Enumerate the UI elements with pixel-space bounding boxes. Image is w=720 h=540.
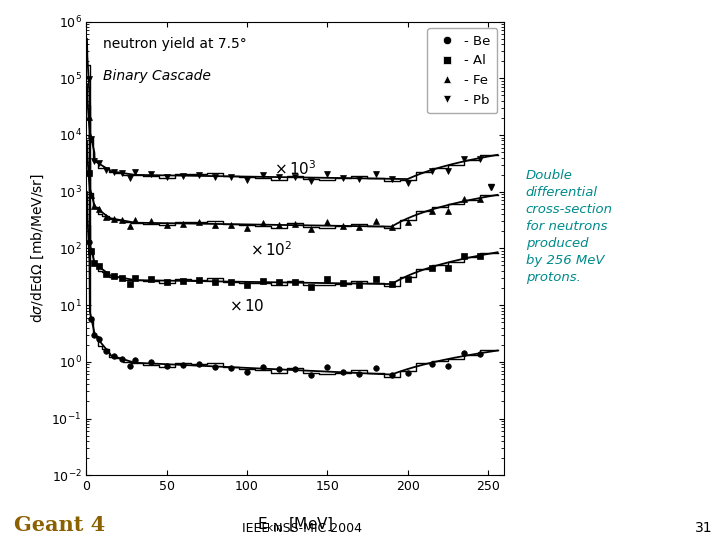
Text: E$_{\rm kin}$ [MeV]: E$_{\rm kin}$ [MeV]	[257, 516, 333, 535]
Legend: - Be, - Al, - Fe, - Pb: - Be, - Al, - Fe, - Pb	[428, 28, 498, 113]
Text: Binary Cascade: Binary Cascade	[103, 69, 211, 83]
Text: neutron yield at 7.5°: neutron yield at 7.5°	[103, 37, 247, 51]
Text: Double
differential
cross-section
for neutrons
produced
by 256 MeV
protons.: Double differential cross-section for ne…	[526, 170, 613, 284]
Text: IEEE NSS-MIC 2004: IEEE NSS-MIC 2004	[243, 522, 362, 535]
Text: 31: 31	[696, 521, 713, 535]
Text: $\times\,10^2$: $\times\,10^2$	[250, 241, 292, 260]
Text: $\times\,10^3$: $\times\,10^3$	[274, 159, 317, 178]
Text: Geant 4: Geant 4	[14, 515, 106, 535]
Text: $\times\,10$: $\times\,10$	[229, 298, 265, 314]
Y-axis label: d$\sigma$/dEd$\Omega$ [mb/MeV/sr]: d$\sigma$/dEd$\Omega$ [mb/MeV/sr]	[30, 173, 46, 323]
